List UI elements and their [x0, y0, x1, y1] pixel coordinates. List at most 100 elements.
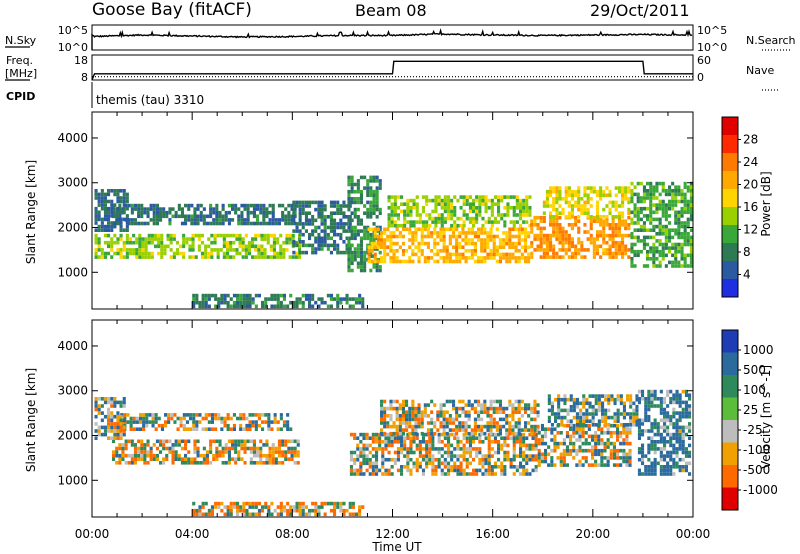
data-cell — [498, 399, 502, 404]
data-cell — [140, 457, 144, 461]
data-cell — [464, 231, 468, 235]
data-cell — [262, 453, 266, 458]
data-cell — [196, 446, 200, 451]
data-cell — [365, 443, 369, 448]
data-cell — [434, 465, 438, 469]
data-cell — [417, 410, 421, 414]
data-cell — [452, 417, 456, 422]
data-cell — [295, 304, 299, 309]
data-cell — [461, 406, 465, 411]
data-cell — [581, 448, 585, 453]
data-cell — [503, 450, 507, 455]
data-cell — [570, 215, 574, 219]
data-cell — [395, 227, 399, 232]
data-cell — [143, 210, 147, 215]
data-cell — [484, 468, 488, 473]
data-cell — [443, 216, 447, 221]
data-cell — [238, 237, 242, 241]
data-cell — [489, 417, 493, 422]
data-cell — [378, 440, 382, 444]
data-cell — [528, 454, 532, 458]
data-cell — [489, 249, 493, 253]
data-cell — [582, 415, 586, 420]
data-cell — [577, 219, 581, 223]
data-cell — [107, 206, 111, 211]
data-cell — [113, 203, 117, 207]
data-cell — [227, 450, 231, 454]
data-cell — [475, 436, 479, 440]
data-cell — [536, 248, 540, 252]
data-cell — [185, 237, 189, 241]
data-cell — [155, 457, 159, 461]
data-cell — [135, 240, 139, 245]
data-cell — [565, 463, 569, 467]
data-cell — [611, 255, 615, 259]
data-cell — [563, 408, 567, 413]
data-cell — [418, 216, 422, 221]
data-cell — [130, 443, 134, 447]
data-cell — [434, 223, 438, 228]
data-cell — [591, 412, 595, 416]
data-cell — [480, 417, 484, 422]
data-cell — [610, 397, 614, 402]
data-cell — [140, 439, 144, 444]
data-cell — [584, 438, 588, 442]
data-cell — [570, 240, 574, 245]
data-cell — [398, 406, 402, 411]
data-cell — [579, 423, 583, 427]
data-cell — [251, 505, 255, 509]
data-cell — [508, 428, 512, 432]
data-cell — [125, 248, 129, 252]
data-cell — [511, 424, 515, 429]
data-cell — [621, 211, 625, 215]
data-cell — [292, 243, 296, 248]
data-cell — [333, 501, 337, 506]
data-cell — [356, 232, 360, 237]
data-cell — [467, 417, 471, 422]
data-cell — [578, 438, 582, 442]
data-cell — [110, 411, 114, 415]
data-cell — [311, 218, 315, 223]
data-cell — [520, 414, 524, 418]
data-cell — [97, 429, 101, 433]
data-cell — [475, 450, 479, 455]
data-cell — [301, 222, 305, 226]
data-cell — [145, 420, 149, 424]
data-cell — [537, 456, 541, 460]
data-cell — [596, 189, 600, 194]
data-cell — [514, 241, 518, 246]
data-cell — [373, 234, 377, 239]
data-cell — [398, 431, 402, 436]
data-cell — [552, 233, 556, 238]
data-cell — [311, 297, 315, 301]
data-cell — [376, 238, 380, 242]
data-cell — [637, 400, 641, 405]
data-cell — [265, 457, 269, 461]
data-cell — [465, 447, 469, 451]
data-cell — [426, 431, 430, 436]
data-cell — [644, 411, 648, 415]
data-cell — [409, 450, 413, 455]
data-cell — [533, 223, 537, 227]
data-cell — [119, 418, 123, 423]
data-cell — [564, 200, 568, 205]
data-cell — [144, 248, 148, 252]
data-cell — [637, 425, 641, 430]
data-cell — [301, 207, 305, 212]
data-cell — [116, 251, 120, 256]
data-cell — [97, 432, 101, 437]
data-cell — [591, 419, 595, 423]
data-cell — [465, 457, 469, 462]
data-cell — [295, 505, 299, 509]
data-cell — [470, 241, 474, 246]
data-cell — [561, 211, 565, 215]
data-cell — [495, 234, 499, 239]
data-cell — [398, 403, 402, 407]
data-cell — [184, 439, 188, 444]
data-cell — [517, 421, 521, 425]
data-cell — [567, 255, 571, 259]
data-cell — [160, 233, 164, 238]
data-cell — [674, 228, 678, 232]
data-cell — [204, 300, 208, 305]
data-cell — [683, 199, 687, 204]
